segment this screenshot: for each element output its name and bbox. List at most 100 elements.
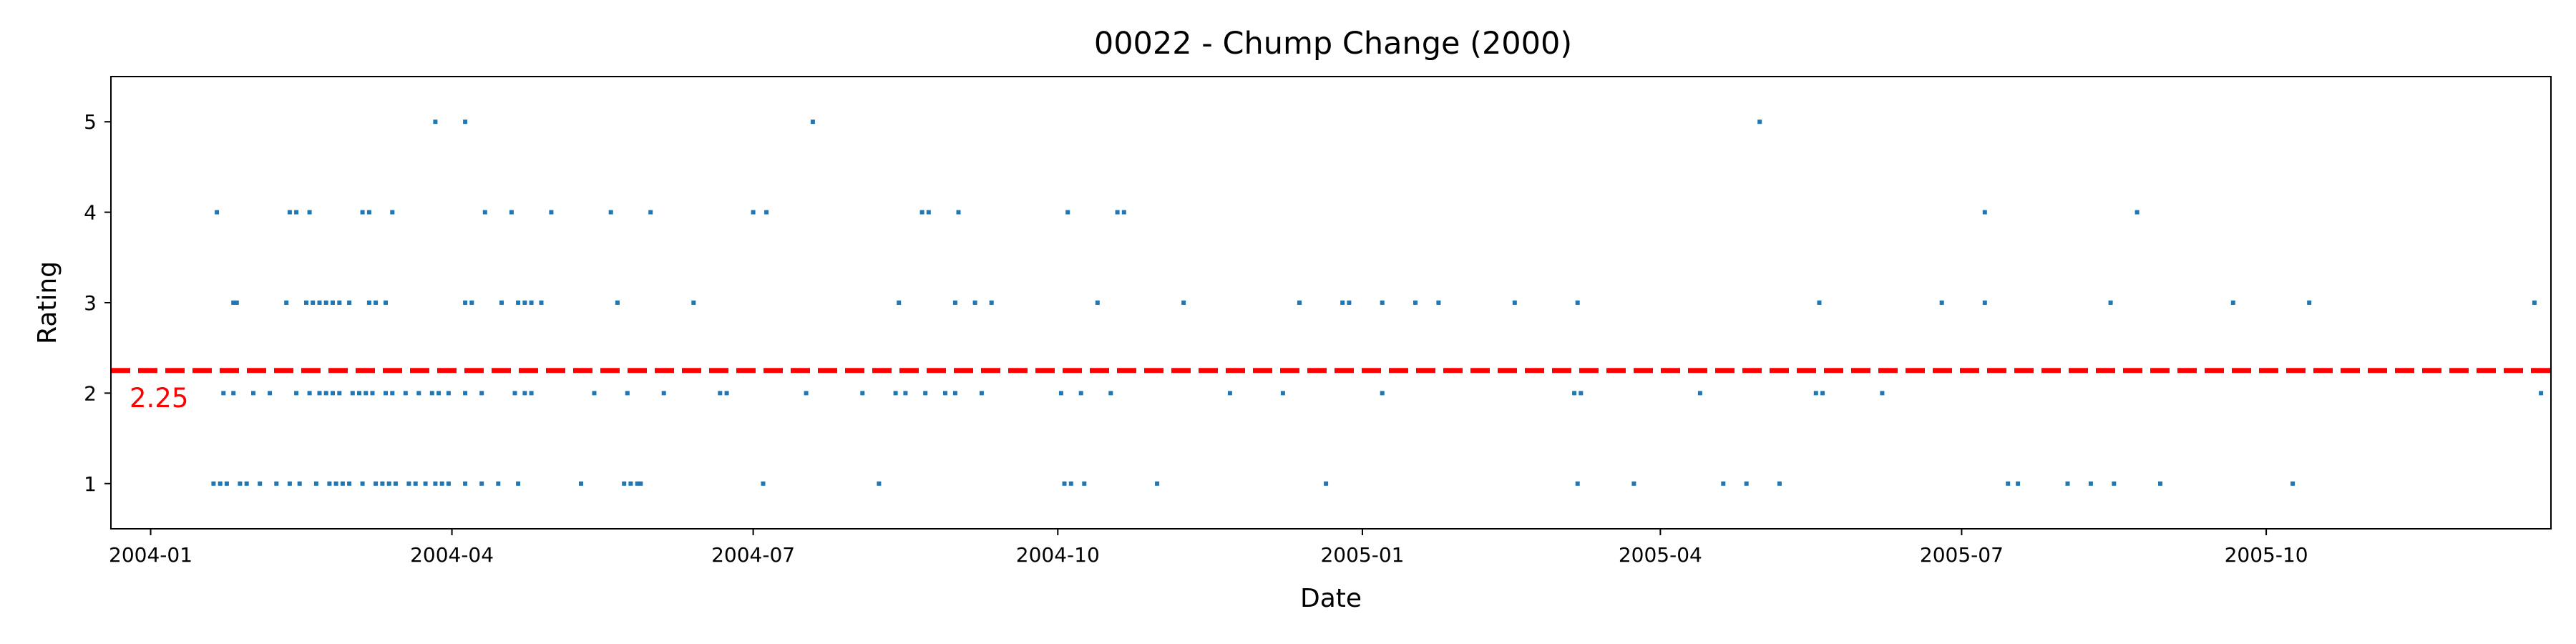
- data-point: [2307, 301, 2312, 305]
- data-point: [1108, 391, 1113, 396]
- data-point: [469, 301, 474, 305]
- x-tick-label: 2004-01: [109, 543, 192, 567]
- data-point: [516, 481, 521, 486]
- data-point: [2006, 481, 2011, 486]
- data-point: [479, 481, 484, 486]
- data-point: [463, 301, 468, 305]
- data-point: [238, 481, 243, 486]
- data-point: [860, 391, 865, 396]
- data-point: [393, 481, 398, 486]
- data-point: [1324, 481, 1329, 486]
- data-point: [331, 301, 335, 305]
- data-point: [622, 481, 627, 486]
- data-point: [579, 481, 583, 486]
- x-tick-label: 2005-10: [2225, 543, 2308, 567]
- data-point: [294, 391, 299, 396]
- data-point: [1062, 481, 1067, 486]
- data-point: [482, 210, 487, 215]
- data-point: [1227, 391, 1232, 396]
- data-point: [509, 210, 514, 215]
- data-point: [429, 391, 434, 396]
- data-point: [718, 391, 723, 396]
- x-axis-label: Date: [1300, 584, 1362, 613]
- x-tick-label: 2005-04: [1619, 543, 1702, 567]
- data-point: [1181, 301, 1186, 305]
- data-point: [625, 391, 630, 396]
- data-point: [366, 301, 371, 305]
- data-point: [287, 210, 292, 215]
- data-point: [2108, 301, 2113, 305]
- data-point: [366, 210, 371, 215]
- data-point: [357, 391, 361, 396]
- data-point: [446, 481, 451, 486]
- data-point: [436, 391, 441, 396]
- data-point: [244, 481, 249, 486]
- data-point: [347, 481, 352, 486]
- data-point: [1121, 210, 1126, 215]
- data-point: [433, 481, 438, 486]
- y-tick-label: 1: [84, 472, 97, 496]
- data-point: [897, 301, 902, 305]
- data-point: [274, 481, 279, 486]
- data-point: [287, 481, 292, 486]
- data-point: [1297, 301, 1302, 305]
- data-point: [972, 301, 977, 305]
- y-tick-label: 5: [84, 110, 97, 134]
- data-point: [446, 391, 451, 396]
- data-point: [234, 301, 239, 305]
- data-point: [1095, 301, 1100, 305]
- data-point: [231, 391, 236, 396]
- data-point: [943, 391, 947, 396]
- data-point: [1280, 391, 1285, 396]
- data-point: [384, 391, 388, 396]
- x-tick-label: 2005-01: [1320, 543, 1404, 567]
- data-point: [224, 481, 229, 486]
- data-point: [1155, 481, 1160, 486]
- data-point: [877, 481, 882, 486]
- data-point: [380, 481, 385, 486]
- data-point: [804, 391, 809, 396]
- data-point: [1757, 119, 1762, 125]
- data-point: [2016, 481, 2021, 486]
- data-point: [903, 391, 908, 396]
- data-point: [1777, 481, 1782, 486]
- data-point: [1340, 301, 1345, 305]
- data-point: [1744, 481, 1749, 486]
- chart-title: 00022 - Chump Change (2000): [1094, 26, 1572, 62]
- data-point: [516, 301, 521, 305]
- data-point: [529, 391, 534, 396]
- data-point: [496, 481, 501, 486]
- data-point: [2532, 301, 2537, 305]
- data-point: [2088, 481, 2093, 486]
- data-point: [1982, 301, 1987, 305]
- data-point: [499, 301, 504, 305]
- data-point: [2112, 481, 2117, 486]
- data-point: [549, 210, 554, 215]
- data-point: [1058, 391, 1063, 396]
- data-point: [979, 391, 984, 396]
- data-point: [691, 301, 696, 305]
- data-point: [313, 481, 318, 486]
- data-point: [258, 481, 263, 486]
- data-point: [384, 301, 388, 305]
- data-point: [989, 301, 994, 305]
- data-point: [390, 210, 395, 215]
- data-point: [952, 301, 957, 305]
- data-point: [2539, 391, 2544, 396]
- data-point: [323, 391, 328, 396]
- data-point: [1982, 210, 1987, 215]
- data-point: [638, 481, 643, 486]
- data-point: [307, 210, 312, 215]
- data-point: [2230, 301, 2235, 305]
- data-point: [215, 210, 220, 215]
- data-point: [661, 391, 666, 396]
- y-tick-label: 3: [84, 291, 97, 315]
- plot-area: 2.25: [111, 119, 2551, 486]
- x-tick-label: 2004-10: [1016, 543, 1100, 567]
- data-point: [1082, 481, 1087, 486]
- data-point: [1413, 301, 1418, 305]
- data-point: [2290, 481, 2296, 486]
- data-point: [2158, 481, 2162, 486]
